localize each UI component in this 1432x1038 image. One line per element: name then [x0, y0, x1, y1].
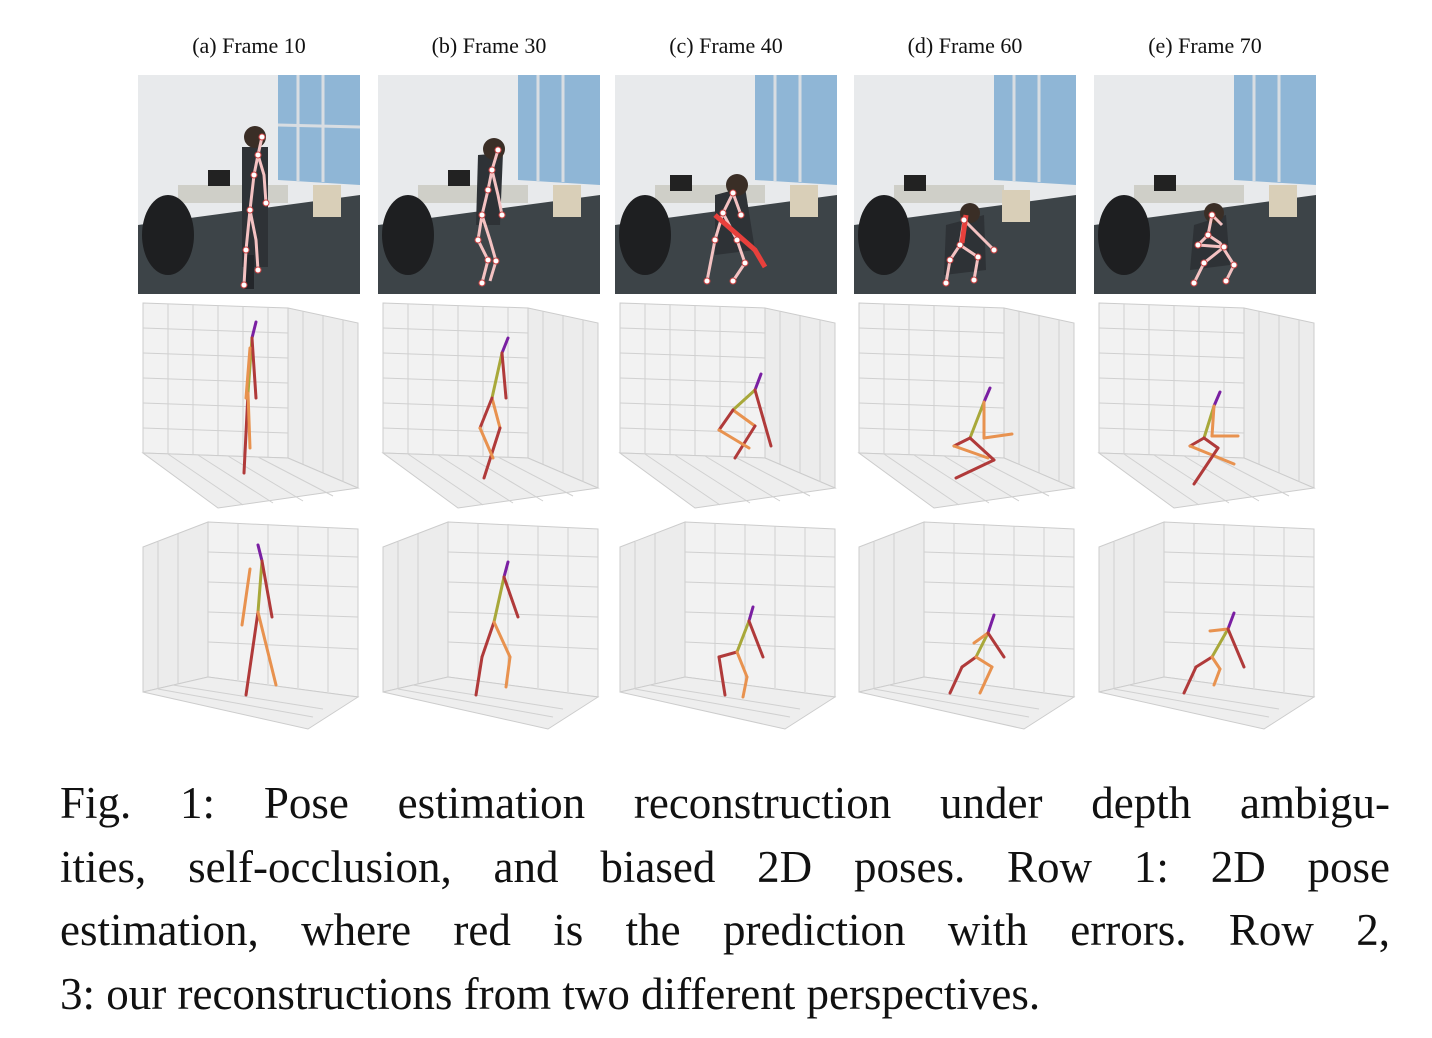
reconstruction-view-1	[615, 298, 837, 518]
frame-photo	[378, 75, 600, 294]
reconstruction-view-1	[378, 298, 600, 518]
column-label: (a) Frame 10	[192, 33, 306, 58]
column-label: (b) Frame 30	[431, 33, 547, 58]
frame-photo	[138, 75, 360, 294]
figure-caption: Fig. 1: Pose estimation reconstruction u…	[60, 772, 1390, 1026]
reconstruction-view-1	[854, 298, 1076, 518]
column-label: (e) Frame 70	[1148, 33, 1262, 58]
caption-line: Fig. 1: Pose estimation reconstruction u…	[60, 778, 1390, 828]
column-label: (c) Frame 40	[669, 33, 783, 58]
reconstruction-view-2	[854, 517, 1076, 737]
frame-photo	[854, 75, 1076, 294]
reconstruction-view-2	[1094, 517, 1316, 737]
reconstruction-view-1	[138, 298, 360, 518]
frame-photo	[1094, 75, 1316, 294]
reconstruction-view-2	[138, 517, 360, 737]
caption-line: estimation, where red is the prediction …	[60, 905, 1390, 955]
frame-photo	[615, 75, 837, 294]
reconstruction-view-2	[378, 517, 600, 737]
figure-grid: (a) Frame 10	[138, 33, 1316, 737]
caption-line: 3: our reconstructions from two differen…	[60, 968, 1041, 1019]
column-label: (d) Frame 60	[907, 33, 1023, 58]
caption-line: ities, self-occlusion, and biased 2D pos…	[60, 841, 1390, 892]
reconstruction-view-1	[1094, 298, 1316, 518]
reconstruction-view-2	[615, 517, 837, 737]
